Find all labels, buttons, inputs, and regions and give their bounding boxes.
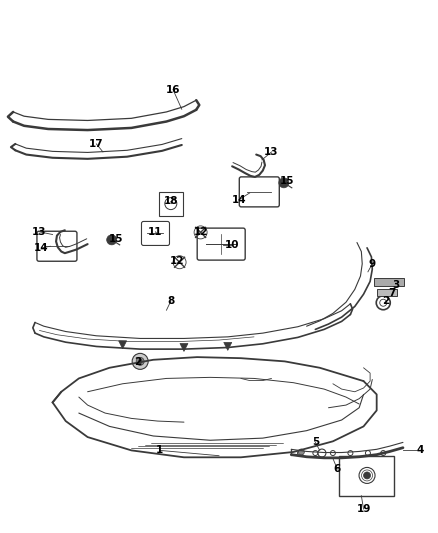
Text: 9: 9	[369, 259, 376, 269]
Circle shape	[132, 353, 148, 369]
Text: 5: 5	[312, 438, 319, 447]
Polygon shape	[224, 342, 232, 350]
Text: 14: 14	[231, 195, 246, 205]
Text: 2: 2	[134, 358, 141, 367]
Bar	[374, 278, 404, 286]
Circle shape	[107, 235, 117, 245]
Circle shape	[136, 357, 144, 366]
Text: 13: 13	[32, 227, 47, 237]
Text: 17: 17	[89, 139, 104, 149]
Bar	[339, 456, 395, 496]
Bar	[159, 191, 183, 216]
Text: 10: 10	[225, 240, 240, 250]
Polygon shape	[180, 343, 188, 351]
Text: 6: 6	[334, 464, 341, 474]
Text: 13: 13	[264, 147, 279, 157]
Text: 15: 15	[109, 234, 124, 244]
Text: 18: 18	[163, 197, 178, 206]
Circle shape	[279, 178, 289, 188]
Text: 12: 12	[194, 227, 209, 237]
Text: 4: 4	[417, 446, 424, 455]
Text: 14: 14	[34, 243, 49, 253]
Text: 2: 2	[382, 296, 389, 306]
Text: 7: 7	[389, 288, 396, 298]
Circle shape	[138, 359, 142, 364]
Circle shape	[298, 449, 304, 455]
Text: 1: 1	[156, 446, 163, 455]
Bar	[377, 289, 397, 296]
Text: 11: 11	[148, 227, 163, 237]
Text: 3: 3	[393, 280, 400, 290]
Text: 16: 16	[166, 85, 180, 94]
Polygon shape	[119, 341, 127, 349]
Text: 12: 12	[170, 256, 185, 266]
Text: 8: 8	[167, 296, 174, 306]
Text: 15: 15	[279, 176, 294, 186]
Circle shape	[364, 472, 371, 479]
Text: 19: 19	[357, 504, 371, 514]
